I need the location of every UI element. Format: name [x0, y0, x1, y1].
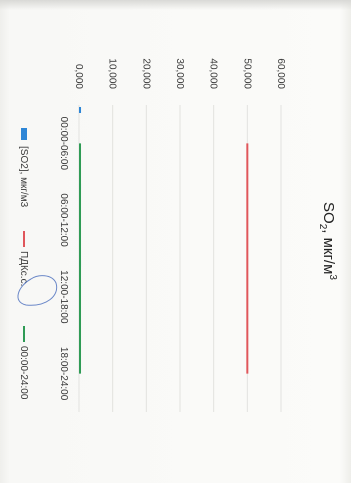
- data-marks: [78, 107, 249, 374]
- chart-title: SO2, мкг/м3: [317, 202, 338, 280]
- legend-swatch: [21, 128, 27, 140]
- x-category-label: 00:00-06:00: [58, 117, 69, 171]
- y-tick-label: 40,000: [208, 58, 219, 89]
- x-category-label: 18:00-24:00: [58, 347, 69, 401]
- so2-bar: [78, 107, 82, 113]
- gridlines: [78, 105, 282, 412]
- legend-label: [SO2], мкг/м3: [18, 146, 29, 208]
- title-main: SO: [320, 202, 337, 224]
- title-rest: , мкг/м: [320, 229, 337, 274]
- x-category-label: 12:00-18:00: [58, 270, 69, 324]
- x-category-label: 06:00-12:00: [58, 193, 69, 247]
- pen-mark: [17, 275, 58, 306]
- title-sup: 3: [327, 274, 338, 280]
- y-axis-ticks: 0,000 10,000 20,000 30,000 40,000 50,000 60,00…: [73, 58, 286, 89]
- title-sub: 2: [317, 224, 328, 230]
- y-tick-label: 30,000: [174, 58, 185, 89]
- y-tick-label: 50,000: [241, 58, 252, 89]
- scan-edge: [0, 0, 351, 10]
- y-tick-label: 60,000: [275, 58, 286, 89]
- y-tick-label: 10,000: [107, 58, 118, 89]
- legend-label: ПДКс.с.: [18, 251, 29, 286]
- legend-label: 00:00-24:00: [18, 346, 29, 400]
- y-tick-label: 20,000: [140, 58, 151, 89]
- y-tick-label: 0,000: [73, 64, 84, 89]
- x-axis-categories: 00:00-06:00 06:00-12:00 12:00-18:00 18:00-2…: [58, 117, 69, 401]
- legend: [SO2], мкг/м3 ПДКс.с. 00:00-24:00: [18, 128, 29, 400]
